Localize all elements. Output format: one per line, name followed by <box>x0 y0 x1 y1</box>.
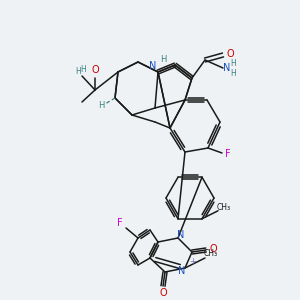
Text: N: N <box>178 266 186 276</box>
Text: O: O <box>159 288 167 298</box>
Text: CH₃: CH₃ <box>204 250 218 259</box>
Text: H: H <box>75 68 81 76</box>
Text: F: F <box>225 149 231 159</box>
Text: H: H <box>160 56 166 64</box>
Text: N: N <box>223 63 231 73</box>
Text: O: O <box>91 65 99 75</box>
Text: F: F <box>117 218 123 228</box>
Text: H: H <box>98 101 104 110</box>
Text: O: O <box>209 244 217 254</box>
Text: CH₃: CH₃ <box>217 203 231 212</box>
Text: O: O <box>226 49 234 59</box>
Text: N: N <box>177 230 185 240</box>
Text: H: H <box>230 58 236 68</box>
Text: H: H <box>80 65 86 74</box>
Text: +: + <box>190 257 196 266</box>
Text: H: H <box>230 68 236 77</box>
Text: N: N <box>149 61 157 71</box>
